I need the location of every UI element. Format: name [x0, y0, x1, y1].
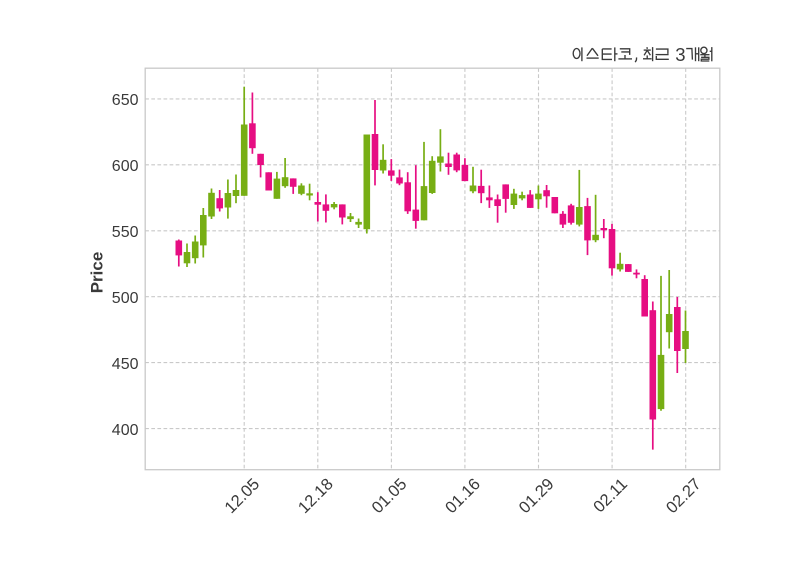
svg-text:450: 450	[112, 356, 139, 373]
svg-text:Price: Price	[88, 252, 107, 294]
svg-text:500: 500	[112, 290, 139, 307]
svg-text:400: 400	[112, 422, 139, 439]
svg-text:600: 600	[112, 158, 139, 175]
svg-text:550: 550	[112, 224, 139, 241]
svg-text:650: 650	[112, 92, 139, 109]
svg-text:3: 3	[675, 44, 685, 65]
